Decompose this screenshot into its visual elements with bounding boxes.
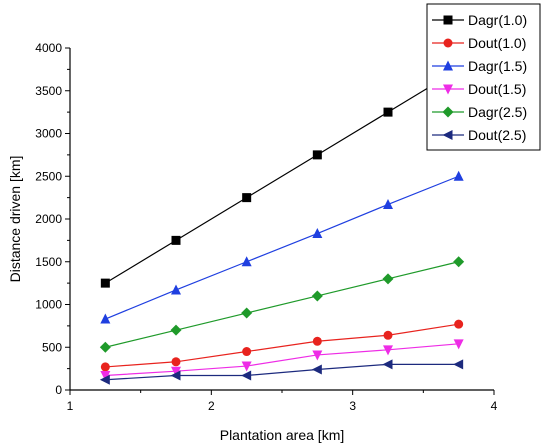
legend-label: Dout(2.5) <box>468 127 526 143</box>
legend-label: Dagr(1.0) <box>468 12 527 28</box>
data-point <box>242 193 252 203</box>
data-point <box>241 370 252 381</box>
y-tick-label: 4000 <box>35 41 62 55</box>
x-tick-label: 3 <box>349 399 356 413</box>
x-tick-label: 4 <box>491 399 498 413</box>
data-point <box>383 345 393 356</box>
data-point <box>312 150 322 160</box>
data-point <box>171 357 181 367</box>
data-point <box>312 336 322 346</box>
x-tick-label: 1 <box>67 399 74 413</box>
data-point <box>383 107 393 117</box>
data-point <box>100 370 111 381</box>
y-tick-label: 2500 <box>35 169 62 183</box>
series-line <box>105 261 459 348</box>
data-point <box>242 347 252 357</box>
legend-marker <box>443 15 453 25</box>
legend-label: Dagr(2.5) <box>468 104 527 120</box>
y-tick-label: 3500 <box>35 84 62 98</box>
data-point <box>100 313 111 324</box>
legend-marker <box>443 60 453 71</box>
data-point <box>311 364 322 375</box>
y-tick-label: 3000 <box>35 127 62 141</box>
data-point <box>383 330 393 340</box>
series-Dout(1.5) <box>100 339 464 381</box>
data-point <box>382 359 393 370</box>
data-point <box>100 362 110 372</box>
data-point <box>453 170 464 181</box>
series-Dagr(1.5) <box>100 170 464 324</box>
legend-marker <box>442 106 454 118</box>
data-point <box>453 256 465 268</box>
data-point <box>171 366 181 377</box>
legend-marker <box>443 38 453 48</box>
y-tick-label: 1000 <box>35 298 62 312</box>
series-line <box>105 68 459 284</box>
data-point <box>170 370 181 381</box>
data-point <box>312 228 323 239</box>
legend-marker <box>442 130 453 140</box>
data-point <box>99 374 110 385</box>
legend-item: Dout(2.5) <box>432 127 526 143</box>
data-point <box>383 198 393 209</box>
x-axis-label: Plantation area [km] <box>220 427 345 443</box>
data-point <box>241 256 252 267</box>
legend-label: Dagr(1.5) <box>468 58 527 74</box>
series-Dagr(1.0) <box>100 64 464 288</box>
y-tick-label: 0 <box>55 383 62 397</box>
ticks-layer: 0 500 1000 1500 2000 2500 3000 3500 4000 1 2 3 4 <box>35 41 497 413</box>
legend: Dagr(1.0) Dout(1.0) Dagr(1.5) Dout(1.5) Dagr… <box>426 3 541 151</box>
series-line <box>105 343 459 377</box>
x-tick-label: 2 <box>208 399 215 413</box>
y-tick-label: 1500 <box>35 255 62 269</box>
data-point <box>453 339 464 350</box>
legend-label: Dout(1.5) <box>468 81 526 97</box>
legend-label: Dout(1.0) <box>468 35 526 51</box>
data-point <box>382 273 394 285</box>
legend-item: Dagr(1.5) <box>432 58 527 74</box>
data-point <box>100 278 110 288</box>
legend-item: Dout(1.0) <box>432 35 526 51</box>
series-line <box>105 363 459 381</box>
legend-item: Dagr(2.5) <box>432 104 527 120</box>
y-tick-label: 500 <box>42 340 62 354</box>
series-Dout(1.0) <box>100 319 464 372</box>
series-Dout(2.5) <box>99 359 464 385</box>
series-Dagr(2.5) <box>99 256 465 353</box>
legend-marker <box>443 84 453 95</box>
legend-item: Dagr(1.0) <box>432 12 527 28</box>
series-layer <box>99 64 465 385</box>
y-axis-label: Distance driven [km] <box>7 156 23 283</box>
legend-item: Dout(1.5) <box>432 81 526 97</box>
data-point <box>241 307 253 319</box>
data-point <box>171 284 181 295</box>
data-point <box>312 350 323 361</box>
legend-box <box>426 3 541 151</box>
data-point <box>453 359 464 370</box>
data-point <box>241 361 252 372</box>
data-point <box>311 290 323 302</box>
data-point <box>99 341 111 353</box>
series-line <box>105 323 459 368</box>
data-point <box>454 319 464 329</box>
data-point <box>171 235 181 245</box>
data-point <box>170 324 182 336</box>
series-line <box>105 175 459 320</box>
y-tick-label: 2000 <box>35 212 62 226</box>
